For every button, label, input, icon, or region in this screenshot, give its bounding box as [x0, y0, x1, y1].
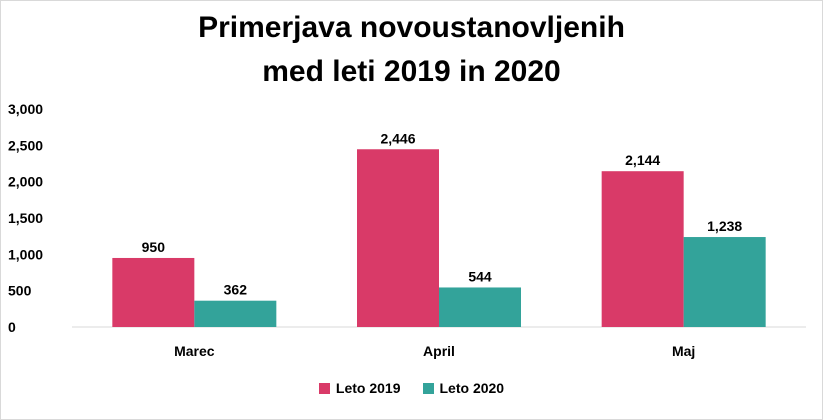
y-tick-label: 1,500	[8, 210, 43, 226]
y-tick-label: 1,000	[8, 246, 43, 262]
data-label: 1,238	[707, 218, 742, 234]
y-tick-label: 2,000	[8, 174, 43, 190]
bar-leto-2019-maj	[601, 171, 684, 327]
bar-leto-2020-marec	[194, 300, 277, 327]
data-label: 2,144	[625, 152, 660, 168]
data-label: 950	[142, 239, 166, 255]
y-tick-label: 500	[8, 283, 32, 299]
legend-item-2019: Leto 2019	[318, 380, 401, 396]
chart-title-line-1: Primerjava novoustanovljenih	[198, 11, 625, 44]
category-label-april: April	[423, 343, 455, 359]
category-label-maj: Maj	[672, 343, 695, 359]
legend: Leto 2019 Leto 2020	[0, 380, 823, 396]
data-label: 362	[224, 282, 248, 298]
chart-title: Primerjava novoustanovljenih med leti 20…	[0, 6, 823, 94]
y-tick-label: 3,000	[8, 101, 43, 117]
data-label: 2,446	[380, 130, 415, 146]
y-tick-label: 0	[8, 319, 16, 335]
legend-swatch-2019	[318, 382, 330, 394]
bar-leto-2019-marec	[112, 257, 195, 327]
y-tick-label: 2,500	[8, 137, 43, 153]
chart-title-line-2: med leti 2019 in 2020	[262, 55, 561, 88]
bar-leto-2020-maj	[683, 237, 766, 327]
legend-swatch-2020	[422, 382, 434, 394]
legend-item-2020: Leto 2020	[422, 380, 505, 396]
bar-leto-2019-april	[357, 149, 439, 327]
bar-leto-2020-april	[439, 287, 521, 327]
legend-label-2019: Leto 2019	[335, 380, 401, 396]
category-label-marec: Marec	[174, 343, 215, 359]
data-label: 544	[468, 268, 492, 284]
legend-label-2020: Leto 2020	[439, 380, 505, 396]
